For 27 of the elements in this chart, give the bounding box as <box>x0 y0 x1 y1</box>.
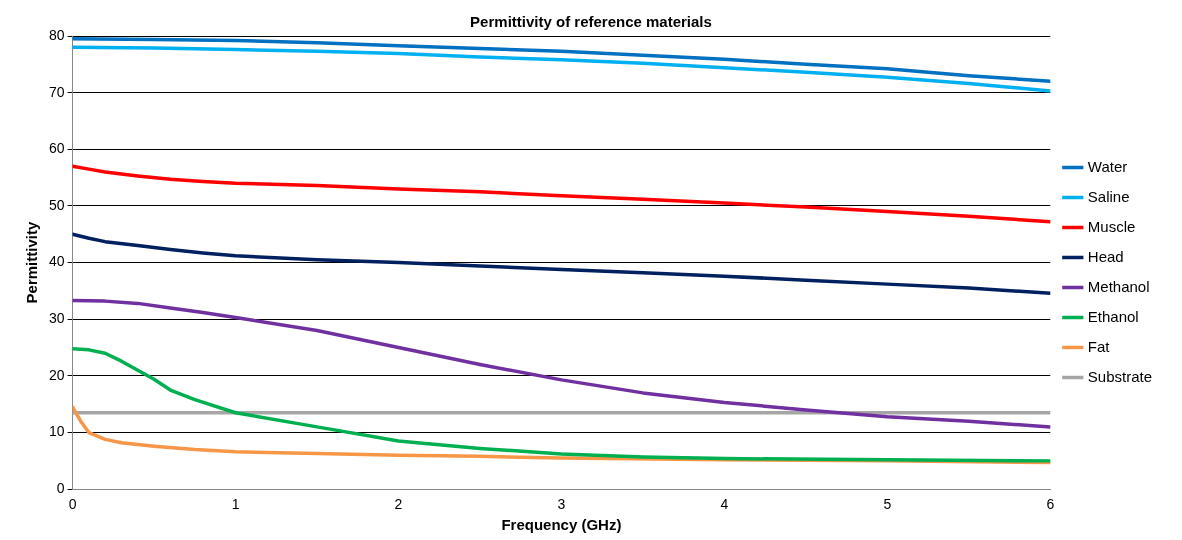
y-axis-title: Permittivity <box>23 221 41 304</box>
y-tick-label: 60 <box>48 140 65 157</box>
y-tick-label: 80 <box>48 26 65 43</box>
legend-label: Fat <box>1087 337 1111 355</box>
x-axis-title: Frequency (GHz) <box>501 516 622 534</box>
y-tick-label: 40 <box>48 253 65 270</box>
x-tick-label: 2 <box>394 496 403 513</box>
legend-label: Methanol <box>1087 277 1150 295</box>
chart-title: Permittivity of reference materials <box>470 13 712 31</box>
x-tick-label: 6 <box>1046 496 1055 513</box>
y-tick-label: 10 <box>48 423 65 440</box>
x-tick-label: 5 <box>883 496 892 513</box>
y-tick-label: 50 <box>48 196 65 213</box>
y-tick-label: 70 <box>48 83 65 100</box>
legend-label: Water <box>1087 157 1128 175</box>
legend-label: Substrate <box>1087 367 1153 385</box>
x-tick-label: 4 <box>720 496 729 513</box>
legend-label: Saline <box>1087 187 1130 205</box>
y-tick-label: 30 <box>48 310 65 327</box>
legend-label: Head <box>1087 247 1124 265</box>
x-tick-label: 3 <box>557 496 566 513</box>
x-tick-label: 1 <box>231 496 240 513</box>
x-tick-label: 0 <box>68 496 77 513</box>
y-tick-label: 20 <box>48 366 65 383</box>
y-tick-label: 0 <box>56 480 65 497</box>
legend-label: Muscle <box>1087 217 1136 235</box>
legend-label: Ethanol <box>1087 307 1139 325</box>
